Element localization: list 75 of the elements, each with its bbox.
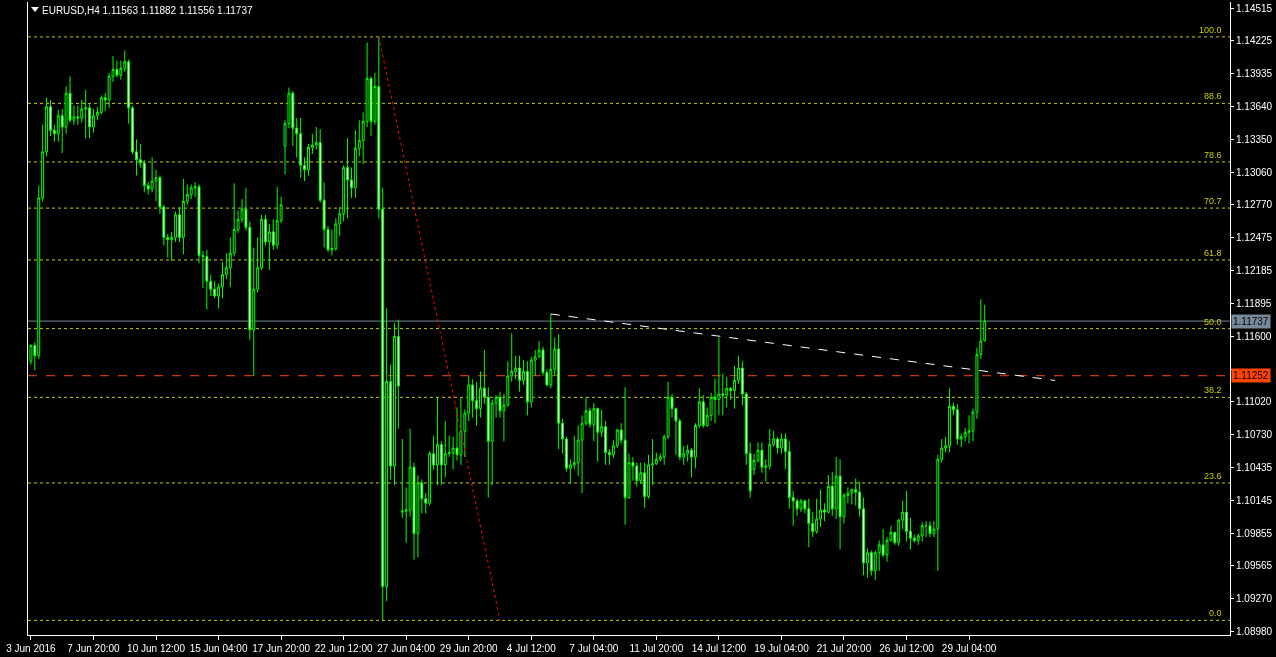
candlestick — [518, 355, 522, 393]
y-tick-label: 1.14515 — [1236, 2, 1273, 14]
x-tick-label: 19 Jul 04:00 — [754, 643, 810, 654]
y-tick-label: 1.12770 — [1236, 199, 1273, 211]
y-tick-label: 1.12185 — [1236, 265, 1273, 277]
x-tick-label: 27 Jun 04:00 — [377, 643, 436, 654]
candlestick — [29, 343, 33, 366]
candlestick — [955, 403, 959, 446]
candlestick — [84, 89, 88, 139]
x-tick-label: 17 Jun 20:00 — [252, 643, 311, 654]
ref-line-label: 1.11737 — [1233, 316, 1269, 327]
y-tick-label: 1.09565 — [1236, 560, 1273, 572]
chart-title: EURUSD,H4 1.11563 1.11882 1.11556 1.11737 — [42, 4, 253, 16]
x-tick-label: 29 Jul 04:00 — [941, 643, 997, 654]
annotation: 70.7 — [1204, 196, 1222, 206]
candlestick — [181, 178, 185, 255]
x-tick-label: 29 Jun 20:00 — [439, 643, 499, 654]
x-tick-label: 4 Jul 12:00 — [506, 643, 557, 654]
candlestick — [99, 94, 103, 116]
candlestick — [928, 520, 932, 538]
annotation: 61.8 — [1204, 248, 1222, 258]
candlestick — [557, 333, 561, 450]
x-tick-label: 15 Jun 04:00 — [189, 643, 248, 654]
y-tick-label: 1.09855 — [1236, 527, 1273, 539]
x-tick-label: 11 Jul 20:00 — [629, 643, 684, 654]
x-tick-label: 21 Jul 20:00 — [816, 643, 872, 654]
candlestick — [838, 458, 842, 550]
x-tick-label: 3 Jun 2016 — [6, 643, 57, 654]
x-tick-label: 26 Jul 12:00 — [879, 643, 935, 654]
candlestick — [299, 117, 303, 179]
annotation: 38.2 — [1204, 385, 1222, 395]
y-tick-label: 1.12475 — [1236, 232, 1273, 244]
y-tick-label: 1.10435 — [1236, 462, 1273, 474]
ref-line-label: 1.11252 — [1233, 370, 1269, 381]
candlestick — [596, 406, 600, 463]
candlestick — [393, 322, 396, 486]
candlestick — [275, 186, 279, 250]
x-tick-label: 7 Jul 04:00 — [569, 643, 619, 654]
annotation: 100.0 — [1199, 25, 1222, 35]
x-tick-label: 22 Jun 12:00 — [314, 643, 373, 654]
candlestick — [92, 108, 95, 134]
x-tick-label: 14 Jul 12:00 — [691, 643, 747, 654]
candlestick — [459, 396, 463, 466]
candlestick — [924, 520, 928, 538]
annotation: 50.0 — [1204, 317, 1222, 327]
candlestick — [436, 396, 439, 486]
annotation: 0.0 — [1209, 608, 1222, 618]
y-tick-label: 1.10145 — [1236, 494, 1273, 506]
x-tick-label: 7 Jun 20:00 — [67, 643, 121, 654]
candlestick — [205, 249, 209, 310]
candlestick — [799, 498, 803, 513]
candlestick — [623, 386, 627, 526]
candlestick — [346, 137, 350, 219]
y-tick-label: 1.08980 — [1236, 626, 1273, 638]
candlestick — [920, 521, 924, 543]
y-tick-label: 1.11020 — [1236, 396, 1272, 408]
y-tick-label: 1.14225 — [1236, 35, 1273, 47]
y-tick-label: 1.11600 — [1236, 331, 1272, 343]
candlestick — [948, 387, 951, 454]
annotation: 78.6 — [1204, 150, 1222, 160]
y-tick-label: 1.13640 — [1236, 101, 1273, 113]
y-tick-label: 1.10730 — [1236, 429, 1273, 441]
candlestick — [525, 360, 529, 416]
candlestick — [115, 60, 119, 78]
annotation: 88.6 — [1204, 91, 1222, 101]
y-tick-label: 1.09270 — [1236, 593, 1273, 605]
candlestick — [549, 313, 553, 389]
y-tick-label: 1.13350 — [1236, 133, 1273, 145]
y-tick-label: 1.11895 — [1236, 297, 1272, 309]
candlestick — [869, 550, 873, 576]
y-tick-label: 1.13935 — [1236, 68, 1273, 80]
candlestick — [807, 498, 811, 548]
y-tick-label: 1.13060 — [1236, 166, 1273, 178]
x-tick-label: 10 Jun 12:00 — [127, 643, 186, 654]
annotation: 23.6 — [1204, 471, 1222, 481]
